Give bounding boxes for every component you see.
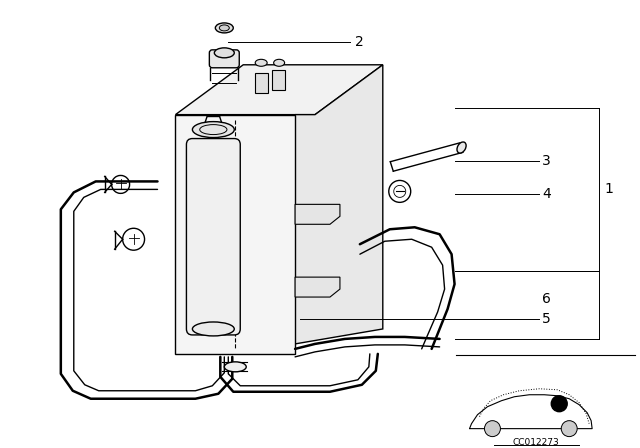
Ellipse shape xyxy=(200,125,227,134)
Ellipse shape xyxy=(193,121,234,138)
Polygon shape xyxy=(295,204,340,224)
Text: 6: 6 xyxy=(542,292,551,306)
Polygon shape xyxy=(175,65,383,115)
Ellipse shape xyxy=(214,48,234,58)
Ellipse shape xyxy=(224,362,246,372)
FancyBboxPatch shape xyxy=(186,138,240,335)
Text: 2: 2 xyxy=(355,35,364,49)
Polygon shape xyxy=(272,70,285,90)
Ellipse shape xyxy=(274,59,285,66)
Polygon shape xyxy=(295,277,340,297)
Circle shape xyxy=(484,421,500,437)
FancyBboxPatch shape xyxy=(209,50,239,68)
Ellipse shape xyxy=(457,142,466,153)
Text: 5: 5 xyxy=(542,312,551,326)
Polygon shape xyxy=(175,115,295,354)
Ellipse shape xyxy=(220,25,229,31)
Text: CC012273: CC012273 xyxy=(513,438,560,447)
Ellipse shape xyxy=(255,59,267,66)
Circle shape xyxy=(561,421,577,437)
Text: 3: 3 xyxy=(542,155,551,168)
Text: 1: 1 xyxy=(604,182,613,196)
Polygon shape xyxy=(295,65,383,344)
Polygon shape xyxy=(255,73,268,93)
Circle shape xyxy=(551,396,567,412)
Ellipse shape xyxy=(215,23,233,33)
Ellipse shape xyxy=(193,322,234,336)
Text: 4: 4 xyxy=(542,187,551,202)
